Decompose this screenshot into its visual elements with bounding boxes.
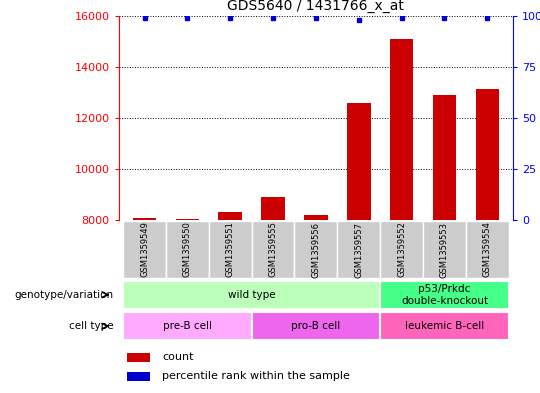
Text: cell type: cell type [69,321,113,331]
Bar [127,353,150,362]
Bar [466,221,509,278]
Text: GSM1359552: GSM1359552 [397,222,406,277]
Text: genotype/variation: genotype/variation [14,290,113,300]
Text: pre-B cell: pre-B cell [163,321,212,331]
Bar [127,372,150,380]
Text: GSM1359557: GSM1359557 [354,222,363,277]
Text: percentile rank within the sample: percentile rank within the sample [162,371,350,381]
Bar [338,221,380,278]
Title: GDS5640 / 1431766_x_at: GDS5640 / 1431766_x_at [227,0,404,13]
Text: GSM1359553: GSM1359553 [440,222,449,277]
Bar [347,103,370,220]
Bar [380,281,509,309]
Text: pro-B cell: pro-B cell [291,321,341,331]
Bar [380,221,423,278]
Bar [390,39,414,220]
Bar [433,95,456,220]
Bar [380,312,509,340]
Text: GSM1359551: GSM1359551 [226,222,235,277]
Bar [252,221,294,278]
Bar [218,212,242,220]
Bar [176,219,199,220]
Bar [476,88,499,220]
Bar [261,197,285,220]
Bar [209,221,252,278]
Bar [123,221,166,278]
Bar [252,312,380,340]
Bar [166,221,209,278]
Bar [133,218,156,220]
Bar [423,221,466,278]
Text: GSM1359550: GSM1359550 [183,222,192,277]
Text: GSM1359555: GSM1359555 [268,222,278,277]
Bar [123,281,380,309]
Text: GSM1359549: GSM1359549 [140,222,149,277]
Text: leukemic B-cell: leukemic B-cell [405,321,484,331]
Bar [304,215,328,220]
Text: GSM1359554: GSM1359554 [483,222,492,277]
Bar [123,312,252,340]
Text: p53/Prkdc
double-knockout: p53/Prkdc double-knockout [401,284,488,305]
Text: wild type: wild type [228,290,275,300]
Bar [294,221,338,278]
Text: count: count [162,353,194,362]
Text: GSM1359556: GSM1359556 [312,222,320,277]
